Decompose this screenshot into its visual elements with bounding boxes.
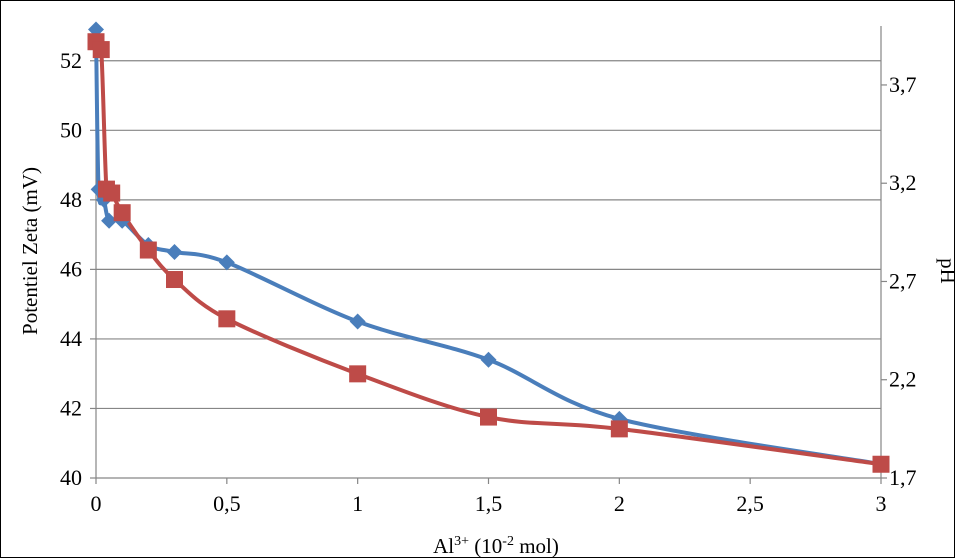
x-tick-label: 0,5	[213, 491, 241, 516]
y-tick-label: 52	[60, 48, 82, 73]
series-1-point	[218, 254, 235, 271]
y-axis-label: Potentiel Zeta (mV)	[18, 167, 42, 335]
series-1-point	[88, 21, 104, 38]
y2-tick-label: 3,2	[889, 170, 917, 195]
y-tick-label: 40	[60, 465, 82, 490]
series-2-point	[218, 310, 236, 328]
x-tick-label: 1,5	[475, 491, 503, 516]
series-2-line	[94, 35, 883, 467]
series-2-point	[139, 241, 157, 259]
series-2-point	[480, 408, 497, 426]
x-tick-label: 0	[91, 491, 102, 516]
x-tick-label: 3	[876, 491, 887, 516]
series-markers	[87, 21, 890, 473]
series-2-point	[92, 41, 110, 59]
series-2-point	[872, 455, 890, 473]
y2-tick-labels: 1,7 2,2 2,7 3,2 3,7	[889, 72, 917, 490]
axes	[90, 26, 887, 484]
series-1-line	[94, 27, 883, 467]
x-axis-label: Al3+ (10-2 mol)	[433, 534, 559, 558]
y-tick-label: 44	[60, 326, 82, 351]
y-tick-label: 42	[60, 395, 82, 420]
series-2-point	[166, 271, 183, 289]
x-tick-label: 1	[352, 491, 363, 516]
series-2-point	[349, 365, 367, 383]
y-tick-label: 50	[60, 117, 82, 142]
series-2-point	[113, 204, 131, 222]
y2-tick-label: 2,7	[889, 268, 917, 293]
series-1-point	[166, 244, 183, 260]
y-tick-labels: 40 42 44 46 48 50 52	[60, 48, 82, 490]
x-tick-label: 2	[614, 491, 625, 516]
series-lines	[94, 27, 883, 467]
x-tick-label: 2,5	[736, 491, 764, 516]
y-tick-label: 46	[60, 256, 82, 281]
series-2-point	[103, 184, 121, 202]
series-2-point	[610, 420, 628, 438]
y2-tick-label: 1,7	[889, 465, 917, 490]
y2-tick-label: 2,2	[889, 367, 917, 392]
series-1-point	[349, 313, 366, 330]
series-1-point	[480, 351, 497, 368]
y2-axis-label: pH	[936, 258, 955, 284]
y2-tick-label: 3,7	[889, 72, 917, 97]
series-1-point	[101, 212, 118, 229]
y-tick-label: 48	[60, 187, 82, 212]
x-tick-labels: 0 0,5 1 1,5 2 2,5 3	[91, 491, 887, 516]
